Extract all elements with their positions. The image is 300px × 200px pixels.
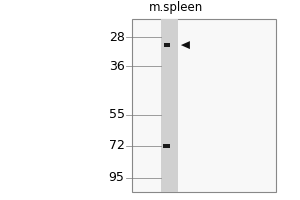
Text: 36: 36	[109, 60, 124, 73]
Text: m.spleen: m.spleen	[148, 1, 202, 14]
Polygon shape	[181, 41, 190, 49]
Text: 72: 72	[109, 139, 124, 152]
Text: 55: 55	[109, 108, 124, 121]
Bar	[160, 19, 178, 192]
Text: 95: 95	[109, 171, 124, 184]
Bar	[132, 19, 276, 192]
Bar	[163, 144, 170, 148]
Text: 28: 28	[109, 31, 124, 44]
Bar	[164, 43, 169, 47]
